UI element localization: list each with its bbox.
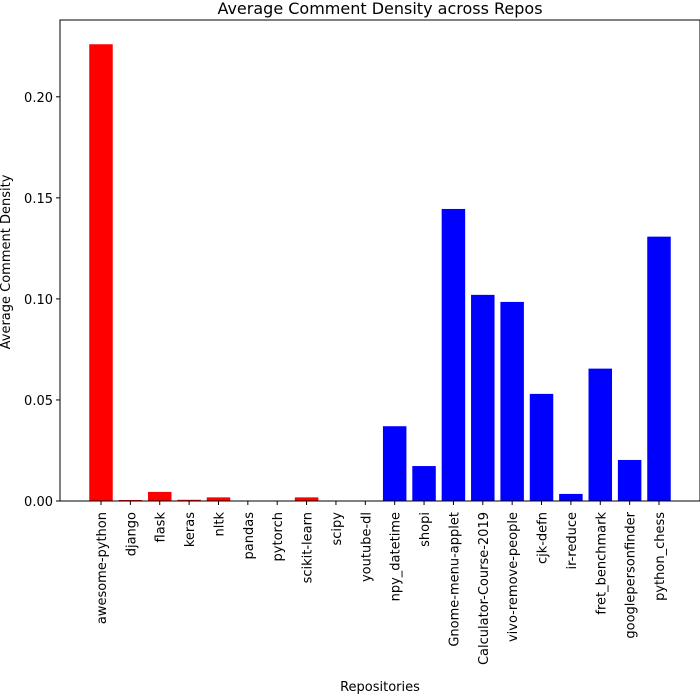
bar-fret_benchmark — [588, 368, 613, 501]
x-tick-label: shopi — [418, 512, 433, 547]
x-tick-label: youtube-dl — [359, 512, 374, 582]
bar-Gnome-menu-applet — [441, 208, 466, 501]
y-tick-label: 0.00 — [24, 495, 53, 510]
x-tick-label: pytorch — [271, 512, 286, 561]
bar-googlepersonfinder — [617, 459, 642, 501]
bar-python_chess — [647, 236, 671, 501]
x-axis: awesome-python django flask keras nltk pandas… — [95, 501, 668, 665]
x-tick-label: Calculator-Course-2019 — [477, 512, 492, 665]
chart-title: Average Comment Density across Repos — [217, 0, 542, 18]
bar-Calculator-Course-2019 — [471, 294, 495, 501]
x-tick-label: fret_benchmark — [594, 512, 609, 615]
y-tick-label: 0.15 — [24, 192, 53, 207]
bar-cjk-defn — [529, 393, 554, 501]
x-tick-label: Gnome-menu-applet — [447, 512, 462, 647]
y-tick-label: 0.05 — [24, 394, 53, 409]
bar-vivo-remove-people — [500, 301, 524, 501]
x-tick-label: cjk-defn — [536, 512, 551, 564]
bar-shopi — [412, 466, 436, 501]
x-tick-label: flask — [154, 512, 169, 543]
plot-frame — [59, 19, 700, 502]
x-tick-label: scipy — [330, 512, 345, 546]
x-tick-label: vivo-remove-people — [506, 512, 521, 642]
bar-nltk — [206, 497, 231, 501]
bar-keras — [177, 499, 201, 501]
bar-npy_datetime — [382, 426, 407, 501]
bar-scikit-learn — [294, 497, 319, 501]
x-tick-label: python_chess — [653, 512, 668, 601]
bar-flask — [147, 491, 172, 501]
y-tick-label: 0.20 — [24, 91, 53, 106]
x-tick-label: django — [124, 512, 139, 556]
x-tick-label: keras — [183, 512, 198, 547]
bar-awesome-python — [89, 44, 113, 501]
x-tick-label: pandas — [242, 512, 257, 560]
x-tick-label: nltk — [212, 512, 227, 537]
bar-ir-reduce — [559, 493, 583, 501]
x-tick-label: npy_datetime — [389, 512, 404, 601]
bars-group — [89, 44, 671, 501]
y-axis: 0.00 0.05 0.10 0.15 0.20 — [24, 91, 60, 510]
x-tick-label: awesome-python — [95, 512, 110, 624]
x-tick-label: ir-reduce — [565, 512, 580, 570]
y-axis-title: Average Comment Density — [0, 174, 14, 349]
y-tick-label: 0.10 — [24, 293, 53, 308]
bar-django — [118, 499, 143, 501]
x-axis-title: Repositories — [340, 680, 420, 694]
x-tick-label: scikit-learn — [301, 512, 316, 583]
x-tick-label: googlepersonfinder — [624, 511, 639, 638]
